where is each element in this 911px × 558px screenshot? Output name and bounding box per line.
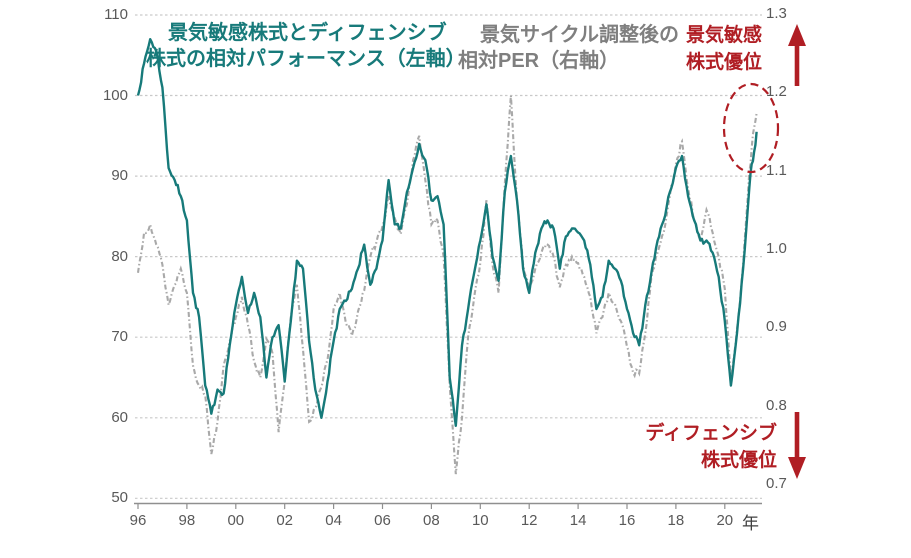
x-tick-label: 20 <box>716 512 734 529</box>
left-series-title-line2: 株式の相対パフォーマンス（左軸） <box>146 48 466 70</box>
series-layer <box>136 38 758 475</box>
x-tick-label: 02 <box>276 512 294 529</box>
series-line-relative-performance <box>136 38 758 427</box>
x-tick-label: 96 <box>129 512 147 529</box>
x-tick-label: 10 <box>471 512 489 529</box>
x-tick-label: 06 <box>374 512 391 529</box>
x-tick-label: 00 <box>227 512 245 529</box>
left-series-title: 景気敏感株式とディフェンシブ 株式の相対パフォーマンス（左軸） <box>146 20 466 72</box>
right-axis-tick-label: 0.7 <box>766 475 787 492</box>
annotation-top-right: 景気敏感 株式優位 <box>676 22 772 76</box>
right-series-title: 景気サイクル調整後の 相対PER（右軸） <box>458 22 679 74</box>
x-tick-label: 98 <box>178 512 196 529</box>
x-axis-unit-label: 年 <box>742 514 759 533</box>
x-tick-label: 08 <box>423 512 440 529</box>
up-arrow-icon <box>788 24 806 86</box>
x-tick-label: 14 <box>569 512 587 529</box>
x-tick-label: 16 <box>618 512 636 529</box>
x-tick-label: 04 <box>325 512 342 529</box>
left-axis-tick-label: 90 <box>111 167 128 184</box>
annotation-bottom-right: ディフェンシブ 株式優位 <box>620 420 777 474</box>
right-series-title-line1: 景気サイクル調整後の <box>480 24 679 46</box>
right-axis-tick-label: 1.2 <box>766 83 787 100</box>
right-axis-tick-label: 0.8 <box>766 397 787 414</box>
highlight-ellipse <box>722 82 780 174</box>
left-axis-tick-label: 100 <box>102 87 128 104</box>
axis-layer <box>134 502 762 509</box>
left-axis-tick-label: 80 <box>111 248 128 265</box>
right-axis-tick-label: 1.0 <box>766 240 787 257</box>
annotation-bottom-line2: 株式優位 <box>700 450 777 471</box>
annotation-top-line1: 景気敏感 <box>685 25 762 46</box>
annotation-top-line2: 株式優位 <box>685 52 762 73</box>
right-series-title-line2: 相対PER（右軸） <box>458 50 620 72</box>
left-series-title-line1: 景気敏感株式とディフェンシブ <box>168 22 447 44</box>
left-axis-tick-label: 70 <box>111 328 128 345</box>
x-tick-label: 12 <box>520 512 538 529</box>
right-axis-tick-label: 1.3 <box>766 5 787 22</box>
series-line-relative-per <box>136 95 758 475</box>
left-axis-tick-label: 60 <box>111 409 128 426</box>
grid-layer <box>135 14 762 499</box>
right-axis-tick-label: 0.9 <box>766 318 787 335</box>
left-axis-tick-label: 50 <box>111 489 128 506</box>
right-axis-tick-label: 1.1 <box>766 162 787 179</box>
left-axis-tick-label: 110 <box>104 6 128 23</box>
down-arrow-icon <box>788 412 806 479</box>
x-tick-label: 18 <box>667 512 685 529</box>
annotation-bottom-line1: ディフェンシブ <box>645 423 777 444</box>
